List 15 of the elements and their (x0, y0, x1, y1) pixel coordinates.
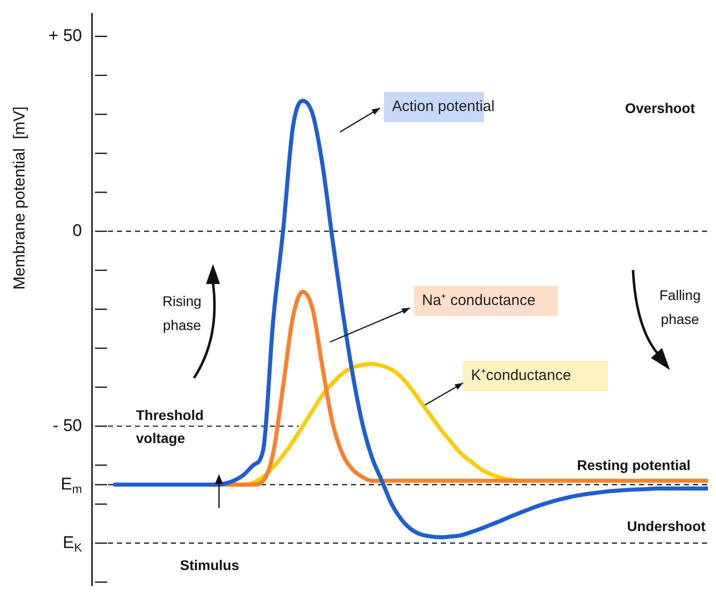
y-axis-title: Membrane potential [mV] (11, 106, 28, 290)
annotation: Resting potential (577, 457, 691, 473)
ref-line-label: Threshold voltage (136, 407, 204, 446)
annotation: Rising phase (162, 293, 202, 333)
y-tick-label: 0 (72, 220, 82, 240)
annotation: Stimulus (180, 557, 240, 573)
text: Na⁺ conductance (422, 292, 536, 310)
y-tick-label: + 50 (48, 26, 82, 46)
text: K⁺conductance (471, 367, 572, 384)
y-tick-label: - 50 (52, 416, 82, 435)
annotation: Overshoot (624, 100, 696, 116)
text: Action potential (392, 98, 495, 116)
line-series (113, 98, 708, 540)
annotation: Falling phase (659, 287, 701, 327)
annotation: Undershoot (627, 518, 706, 534)
